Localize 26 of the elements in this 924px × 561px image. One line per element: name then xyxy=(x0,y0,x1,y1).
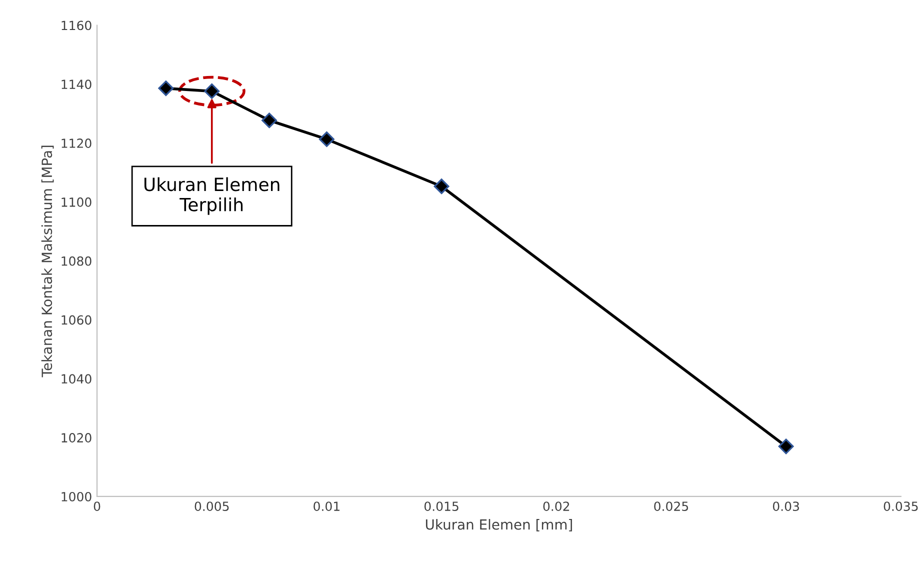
y-tick-label: 1020 xyxy=(62,433,92,443)
point xyxy=(158,80,174,96)
y-tick-label: 1080 xyxy=(62,256,92,266)
y-axis-title: Tekanan Kontak Maksimum [MPa] xyxy=(41,146,54,378)
x-tick-label: 0.03 xyxy=(772,502,799,512)
y-tick-label: 1120 xyxy=(62,138,92,148)
y-tick-label: 1140 xyxy=(62,80,92,90)
y-tick-label: 1040 xyxy=(62,374,92,384)
point xyxy=(318,132,334,147)
y-tick-label: 1100 xyxy=(62,197,92,207)
point xyxy=(778,438,794,454)
x-tick-label: 0.035 xyxy=(884,502,918,512)
annotation: Ukuran Elemen Terpilih xyxy=(144,177,280,215)
y-tick-label: 1060 xyxy=(62,315,92,325)
x-tick-label: 0.005 xyxy=(194,502,229,512)
x-tick-label: 0.01 xyxy=(314,502,340,512)
y-tick-label: 1160 xyxy=(62,20,92,30)
x-axis-title: Ukuran Elemen [mm] xyxy=(426,519,572,532)
point xyxy=(262,112,277,128)
y-tick-label: 1000 xyxy=(62,492,92,502)
point xyxy=(434,178,450,194)
x-tick-label: 0 xyxy=(94,502,100,512)
point xyxy=(204,84,220,99)
x-tick-label: 0.015 xyxy=(424,502,458,512)
x-tick-label: 0.02 xyxy=(543,502,570,512)
x-tick-label: 0.025 xyxy=(654,502,688,512)
